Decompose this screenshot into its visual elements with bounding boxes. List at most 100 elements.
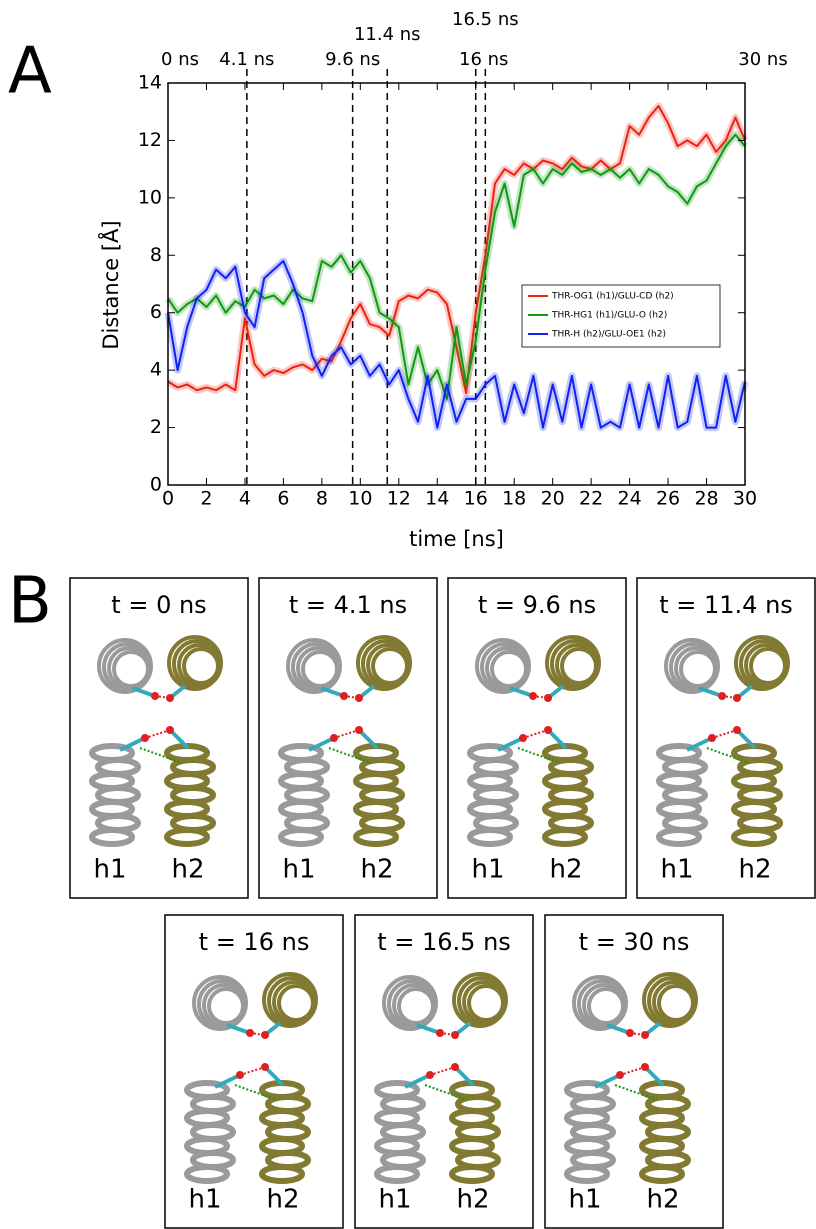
x-tick-label: 10 <box>348 488 372 510</box>
y-tick-label: 10 <box>138 186 162 208</box>
helix-ring <box>397 987 435 1025</box>
atom <box>451 1031 459 1039</box>
residue-stick <box>453 1065 475 1087</box>
hbond <box>721 695 738 699</box>
hbond <box>429 1066 456 1076</box>
residue-stick <box>497 736 524 752</box>
helix-turn <box>278 827 324 847</box>
helix-label: h1 <box>471 855 504 885</box>
atom <box>733 726 741 734</box>
helix-label: h2 <box>456 1185 489 1215</box>
residue-stick <box>320 686 345 698</box>
snapshot-title: t = 9.6 ns <box>478 591 596 619</box>
top-tick-label: 16.5 ns <box>452 9 519 30</box>
y-tick-label: 6 <box>150 301 162 323</box>
snapshot-frame <box>69 577 249 899</box>
x-tick-label: 16 <box>464 488 488 510</box>
top-tick-label: 16 ns <box>459 49 508 70</box>
atom <box>641 1031 649 1039</box>
x-tick-label: 26 <box>656 488 680 510</box>
top-tick-label: 9.6 ns <box>325 49 380 70</box>
legend-box <box>521 284 721 348</box>
helix-label: h2 <box>360 855 393 885</box>
residue-stick <box>594 1073 621 1089</box>
helix-label: h2 <box>266 1185 299 1215</box>
x-tick-label: 20 <box>541 488 565 510</box>
residue-stick <box>119 736 146 752</box>
snapshot-frame <box>354 914 534 1229</box>
hbond <box>234 1084 278 1101</box>
x-tick-label: 12 <box>387 488 411 510</box>
hbond <box>239 1066 266 1076</box>
hbond <box>424 1084 468 1101</box>
residue-stick <box>643 1065 665 1087</box>
hbond <box>532 695 549 699</box>
residue-stick <box>308 736 335 752</box>
hbond <box>139 747 183 764</box>
atom <box>544 726 552 734</box>
snapshot-panel: t = 0 ns h1 h2 <box>69 577 249 899</box>
atom <box>641 1063 649 1071</box>
hbond <box>517 747 561 764</box>
residue-stick <box>131 686 156 698</box>
atom <box>261 1031 269 1039</box>
helix-turn <box>184 1164 230 1184</box>
series-line <box>167 133 746 400</box>
helix-ring <box>277 984 315 1022</box>
snapshot-frame <box>544 914 724 1229</box>
helix-turn <box>731 827 777 847</box>
y-tick-label: 12 <box>138 129 162 151</box>
atom <box>733 694 741 702</box>
snapshot-frame <box>447 577 627 899</box>
panel-label: B <box>8 565 52 639</box>
residue-stick <box>214 1073 241 1089</box>
x-tick-label: 28 <box>694 488 718 510</box>
x-tick-label: 0 <box>162 488 174 510</box>
hbond <box>144 729 171 739</box>
helix-turn <box>259 1164 305 1184</box>
helix-label: h1 <box>282 855 315 885</box>
hbond <box>343 695 360 699</box>
helix-label: h2 <box>738 855 771 885</box>
x-tick-label: 30 <box>733 488 757 510</box>
snapshot-frame <box>258 577 438 899</box>
helix-ring <box>657 984 695 1022</box>
snapshot-panel: t = 16 ns h1 h2 <box>164 914 344 1229</box>
residue-stick <box>263 1065 285 1087</box>
snapshot-frame <box>164 914 344 1229</box>
residue-stick <box>686 736 713 752</box>
x-tick-label: 4 <box>239 488 251 510</box>
helix-ring <box>467 984 505 1022</box>
helix-label: h2 <box>646 1185 679 1215</box>
residue-stick <box>546 728 568 750</box>
snapshot-panel: t = 9.6 ns h1 h2 <box>447 577 627 899</box>
y-tick-label: 2 <box>150 416 162 438</box>
hbond <box>154 695 171 699</box>
helix-ring <box>371 647 409 685</box>
hbond <box>249 1032 266 1036</box>
snapshot-panel: t = 16.5 ns h1 h2 <box>354 914 534 1229</box>
snapshot-panel: t = 11.4 ns h1 h2 <box>636 577 816 899</box>
hbond <box>619 1066 646 1076</box>
residue-stick <box>357 728 379 750</box>
helix-ring <box>112 650 150 688</box>
residue-stick <box>698 686 723 698</box>
snapshot-title: t = 16.5 ns <box>377 928 511 956</box>
legend-label: THR-OG1 (h1)/GLU-CD (h2) <box>551 292 674 302</box>
helix-label: h1 <box>378 1185 411 1215</box>
y-tick-label: 8 <box>150 244 162 266</box>
helix-turn <box>353 827 399 847</box>
helix-ring <box>679 650 717 688</box>
snapshot-panel: t = 4.1 ns h1 h2 <box>258 577 438 899</box>
hbond <box>522 729 549 739</box>
helix-turn <box>467 827 513 847</box>
hbond <box>614 1084 658 1101</box>
residue-stick <box>509 686 534 698</box>
x-axis-label: time [ns] <box>409 527 504 551</box>
atom <box>166 694 174 702</box>
hbond <box>328 747 372 764</box>
helix-turn <box>449 1164 495 1184</box>
helix-turn <box>656 827 702 847</box>
snapshot-title: t = 16 ns <box>199 928 310 956</box>
